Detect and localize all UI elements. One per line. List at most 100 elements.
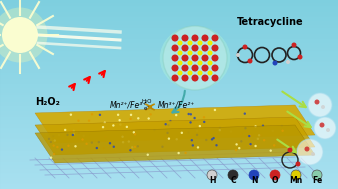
- Bar: [0, 91, 338, 92]
- Bar: [0, 96, 338, 97]
- Circle shape: [102, 147, 105, 149]
- Circle shape: [291, 43, 296, 47]
- Circle shape: [48, 138, 50, 140]
- Bar: [0, 104, 338, 105]
- Circle shape: [255, 125, 257, 128]
- Bar: [0, 8, 338, 9]
- Bar: [0, 159, 338, 160]
- Circle shape: [187, 131, 190, 134]
- Bar: [0, 188, 338, 189]
- Circle shape: [171, 74, 178, 81]
- Bar: [0, 88, 338, 89]
- Bar: [0, 120, 338, 121]
- Circle shape: [117, 114, 119, 116]
- Bar: [0, 180, 338, 181]
- Circle shape: [192, 74, 198, 81]
- Bar: [0, 153, 338, 154]
- Circle shape: [112, 124, 115, 127]
- Circle shape: [240, 140, 243, 143]
- Circle shape: [208, 40, 213, 46]
- Bar: [0, 60, 338, 61]
- Bar: [0, 176, 338, 177]
- Circle shape: [163, 26, 227, 90]
- Bar: [0, 109, 338, 110]
- Bar: [0, 14, 338, 15]
- Bar: [0, 3, 338, 4]
- Bar: [0, 178, 338, 179]
- Polygon shape: [35, 117, 315, 155]
- Circle shape: [147, 153, 149, 156]
- Circle shape: [262, 125, 264, 127]
- Bar: [0, 46, 338, 47]
- Bar: [0, 105, 338, 106]
- Circle shape: [175, 114, 177, 116]
- Bar: [0, 52, 338, 53]
- Bar: [0, 103, 338, 104]
- Bar: [0, 94, 338, 95]
- Bar: [0, 121, 338, 122]
- Circle shape: [167, 124, 170, 126]
- Circle shape: [314, 117, 336, 139]
- Circle shape: [191, 139, 193, 141]
- Circle shape: [242, 44, 247, 50]
- Bar: [0, 38, 338, 39]
- Circle shape: [72, 134, 74, 136]
- Bar: [0, 36, 338, 37]
- Bar: [0, 10, 338, 11]
- Circle shape: [248, 134, 251, 137]
- Bar: [0, 78, 338, 79]
- Bar: [0, 57, 338, 58]
- Bar: [0, 170, 338, 171]
- Bar: [0, 179, 338, 180]
- Circle shape: [297, 54, 303, 60]
- Circle shape: [137, 117, 140, 119]
- Circle shape: [177, 40, 183, 46]
- Bar: [0, 149, 338, 150]
- Bar: [0, 62, 338, 63]
- Bar: [0, 47, 338, 48]
- Circle shape: [164, 136, 167, 138]
- Circle shape: [314, 99, 319, 105]
- Circle shape: [104, 136, 106, 138]
- Bar: [0, 177, 338, 178]
- Circle shape: [73, 133, 75, 135]
- Circle shape: [171, 35, 178, 42]
- Circle shape: [53, 153, 55, 155]
- Bar: [0, 19, 338, 20]
- Bar: [0, 126, 338, 127]
- Circle shape: [78, 132, 80, 134]
- Circle shape: [91, 141, 93, 144]
- Circle shape: [235, 143, 238, 146]
- Bar: [0, 86, 338, 87]
- Bar: [0, 51, 338, 52]
- Circle shape: [77, 119, 80, 122]
- Polygon shape: [35, 125, 315, 163]
- Bar: [0, 54, 338, 55]
- Bar: [0, 20, 338, 21]
- Bar: [0, 147, 338, 148]
- Circle shape: [45, 133, 48, 136]
- Circle shape: [98, 141, 100, 143]
- Bar: [0, 168, 338, 169]
- Circle shape: [82, 135, 85, 137]
- Circle shape: [212, 44, 218, 51]
- Bar: [0, 110, 338, 111]
- Bar: [0, 128, 338, 129]
- Bar: [0, 152, 338, 153]
- Bar: [0, 64, 338, 65]
- Bar: [0, 66, 338, 67]
- Bar: [0, 106, 338, 107]
- Circle shape: [312, 170, 322, 180]
- Bar: [0, 134, 338, 135]
- Circle shape: [203, 121, 206, 123]
- Circle shape: [134, 146, 136, 148]
- Bar: [0, 95, 338, 96]
- Bar: [0, 100, 338, 101]
- Circle shape: [189, 121, 192, 124]
- Circle shape: [192, 44, 198, 51]
- Circle shape: [177, 152, 180, 154]
- Circle shape: [182, 74, 189, 81]
- Bar: [0, 112, 338, 113]
- Bar: [0, 73, 338, 74]
- Circle shape: [61, 148, 63, 151]
